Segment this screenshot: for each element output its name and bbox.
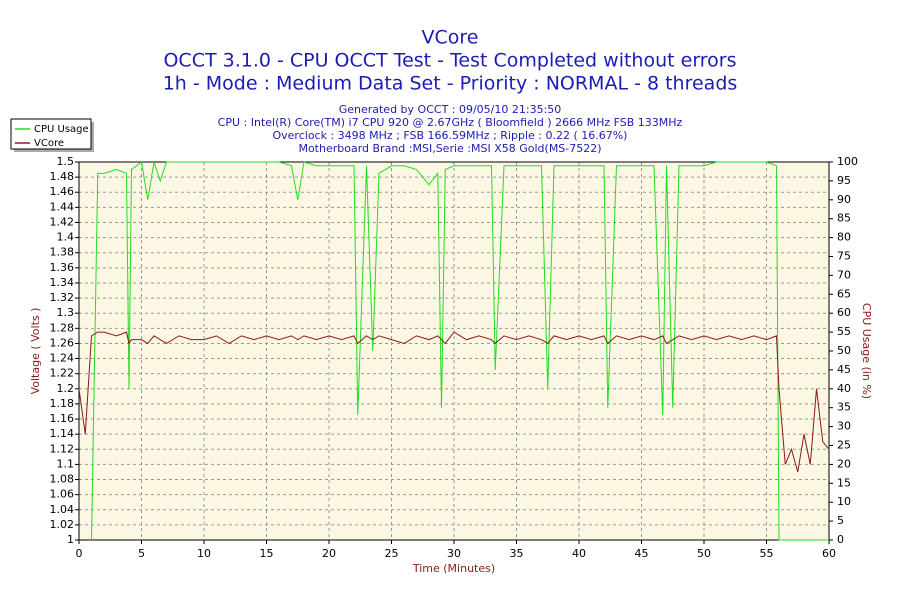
y2-tick-label: 30 — [837, 420, 851, 433]
y2-tick-label: 75 — [837, 250, 851, 263]
x-tick-label: 50 — [697, 547, 711, 560]
y-tick-label: 1.3 — [57, 306, 75, 319]
y2-tick-label: 10 — [837, 495, 851, 508]
y2-tick-label: 70 — [837, 268, 851, 281]
y-tick-label: 1.44 — [50, 200, 75, 213]
x-tick-label: 20 — [322, 547, 336, 560]
y2-tick-label: 80 — [837, 231, 851, 244]
info-line: CPU : Intel(R) Core(TM) i7 CPU 920 @ 2.6… — [218, 116, 683, 129]
legend-label: CPU Usage — [34, 124, 89, 135]
y2-tick-label: 35 — [837, 401, 851, 414]
chart-subtitle: 1h - Mode : Medium Data Set - Priority :… — [163, 73, 738, 95]
chart-title: VCore — [422, 27, 479, 49]
y2-tick-label: 5 — [837, 514, 844, 527]
y-tick-label: 1.16 — [50, 412, 75, 425]
info-line: Overclock : 3498 MHz ; FSB 166.59MHz ; R… — [273, 129, 628, 142]
y2-tick-label: 90 — [837, 193, 851, 206]
x-tick-label: 15 — [260, 547, 274, 560]
y-tick-label: 1.2 — [57, 382, 75, 395]
y-tick-label: 1.36 — [50, 261, 75, 274]
y-tick-label: 1.1 — [57, 457, 75, 470]
y2-tick-label: 45 — [837, 363, 851, 376]
y2-tick-label: 95 — [837, 174, 851, 187]
y-tick-label: 1.48 — [50, 170, 75, 183]
x-tick-label: 30 — [447, 547, 461, 560]
series-line — [78, 331, 830, 473]
y-tick-label: 1.08 — [50, 473, 75, 486]
info-line: Motherboard Brand :MSI,Serie :MSI X58 Go… — [298, 142, 601, 155]
y-tick-label: 1.02 — [50, 518, 75, 531]
y-tick-label: 1.32 — [50, 291, 75, 304]
x-tick-label: 45 — [635, 547, 649, 560]
x-axis-label: Time (Minutes) — [412, 562, 495, 575]
y-tick-label: 1.4 — [57, 231, 75, 244]
chart-subtitle: OCCT 3.1.0 - CPU OCCT Test - Test Comple… — [163, 50, 736, 72]
y-tick-label: 1.14 — [50, 427, 75, 440]
x-tick-label: 25 — [385, 547, 399, 560]
y2-tick-label: 40 — [837, 382, 851, 395]
x-tick-label: 60 — [822, 547, 836, 560]
x-tick-label: 35 — [510, 547, 524, 560]
y-tick-label: 1.5 — [57, 155, 75, 168]
plot-frame — [78, 161, 830, 541]
y-tick-label: 1.06 — [50, 488, 75, 501]
y2-tick-label: 20 — [837, 457, 851, 470]
y2-tick-label: 0 — [837, 533, 844, 546]
y2-tick-label: 55 — [837, 325, 851, 338]
x-tick-label: 0 — [76, 547, 83, 560]
x-tick-label: 10 — [197, 547, 211, 560]
x-tick-label: 55 — [760, 547, 774, 560]
y-tick-label: 1.12 — [50, 442, 75, 455]
legend-box — [10, 118, 92, 150]
y-tick-label: 1.38 — [50, 246, 75, 259]
y-tick-label: 1.22 — [50, 367, 75, 380]
y-tick-label: 1.28 — [50, 321, 75, 334]
y-axis-label: Voltage ( Volts ) — [29, 308, 42, 395]
x-tick-label: 40 — [572, 547, 586, 560]
y2-axis-label: CPU Usage (in %) — [860, 303, 873, 399]
y2-tick-label: 50 — [837, 344, 851, 357]
y-tick-label: 1.18 — [50, 397, 75, 410]
legend: CPU Usage VCore — [10, 118, 94, 152]
y2-tick-label: 85 — [837, 212, 851, 225]
legend-label: VCore — [34, 138, 64, 149]
y2-tick-label: 100 — [837, 155, 858, 168]
y-tick-label: 1.24 — [50, 352, 75, 365]
series-line — [91, 161, 829, 541]
y-tick-label: 1.04 — [50, 503, 75, 516]
y-tick-label: 1.34 — [50, 276, 75, 289]
y2-tick-label: 25 — [837, 439, 851, 452]
y-tick-label: 1 — [67, 533, 74, 546]
y2-tick-label: 60 — [837, 306, 851, 319]
y-tick-label: 1.46 — [50, 185, 75, 198]
y-tick-label: 1.42 — [50, 215, 75, 228]
info-line: Generated by OCCT : 09/05/10 21:35:50 — [339, 103, 562, 116]
x-tick-label: 5 — [138, 547, 145, 560]
y-tick-label: 1.26 — [50, 336, 75, 349]
y2-tick-label: 65 — [837, 287, 851, 300]
y2-tick-label: 15 — [837, 476, 851, 489]
